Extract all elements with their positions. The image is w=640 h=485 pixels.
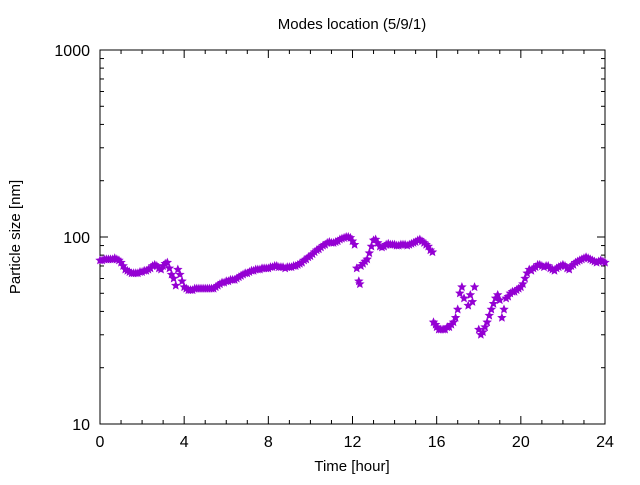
chart-title: Modes location (5/9/1) xyxy=(278,16,426,33)
x-tick-label: 12 xyxy=(344,434,362,451)
data-point xyxy=(486,304,497,314)
x-tick-label: 24 xyxy=(596,434,614,451)
data-point xyxy=(448,317,459,327)
data-point xyxy=(482,317,492,327)
data-point xyxy=(175,269,185,279)
y-axis: 10 100 1000 xyxy=(54,43,605,434)
data-point xyxy=(499,304,509,314)
data-point xyxy=(168,273,179,283)
data-point xyxy=(478,327,488,337)
data-point xyxy=(366,241,377,251)
data-point xyxy=(364,248,375,258)
x-tick-label: 16 xyxy=(428,434,446,451)
data-point xyxy=(465,289,476,299)
x-tick-label: 4 xyxy=(180,434,189,451)
data-point xyxy=(497,312,507,322)
y-tick-label: 1000 xyxy=(54,43,90,60)
y-tick-label: 100 xyxy=(63,230,90,247)
data-point xyxy=(177,276,187,286)
data-point xyxy=(455,288,465,298)
x-axis: 0 4 8 12 16 20 24 xyxy=(96,50,614,451)
y-tick-label: 10 xyxy=(72,417,90,434)
data-point xyxy=(467,296,478,306)
x-axis-label: Time [hour] xyxy=(314,458,389,475)
data-point xyxy=(459,293,469,303)
x-tick-label: 0 xyxy=(96,434,105,451)
data-point xyxy=(520,273,530,283)
data-point xyxy=(362,254,372,264)
data-point xyxy=(452,304,463,314)
data-point xyxy=(427,247,438,257)
y-axis-label: Particle size [nm] xyxy=(7,180,24,294)
data-point xyxy=(484,310,495,320)
data-point xyxy=(488,298,499,308)
data-point xyxy=(355,279,365,289)
data-point xyxy=(469,282,480,292)
x-tick-label: 20 xyxy=(512,434,530,451)
data-points xyxy=(95,232,610,339)
data-point xyxy=(457,282,467,292)
data-point xyxy=(495,295,505,305)
data-point xyxy=(349,239,360,249)
x-tick-label: 8 xyxy=(264,434,273,451)
data-point xyxy=(171,280,181,290)
data-point xyxy=(480,322,490,332)
data-point xyxy=(600,257,610,267)
data-point xyxy=(518,279,528,289)
data-point xyxy=(450,312,461,322)
